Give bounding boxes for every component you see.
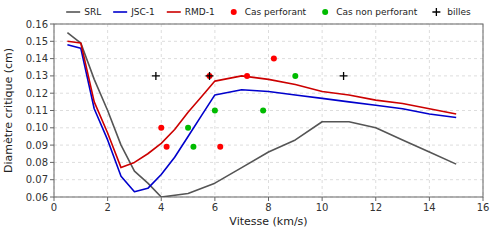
grid-line-x xyxy=(161,24,162,197)
scatter-point xyxy=(340,72,348,80)
y-tick-label: 0.12 xyxy=(26,88,48,99)
grid-line-y xyxy=(54,41,483,42)
y-tick xyxy=(50,75,54,76)
legend-swatch xyxy=(167,11,181,13)
grid-line-y xyxy=(54,58,483,59)
x-tick xyxy=(161,197,162,201)
legend-swatch xyxy=(113,11,127,13)
y-tick xyxy=(50,93,54,94)
legend-swatch xyxy=(322,9,328,15)
scatter-point xyxy=(158,125,164,131)
legend-item: Cas non perforant xyxy=(322,7,418,17)
x-tick-label: 10 xyxy=(316,202,329,213)
y-tick xyxy=(50,24,54,25)
legend-swatch xyxy=(432,8,440,16)
y-tick-label: 0.08 xyxy=(26,157,48,168)
x-tick-label: 6 xyxy=(212,202,218,213)
grid-line-y xyxy=(54,93,483,94)
scatter-point xyxy=(185,125,191,131)
y-tick xyxy=(50,41,54,42)
x-tick-label: 4 xyxy=(158,202,164,213)
series-line xyxy=(67,41,456,167)
legend-label: billes xyxy=(447,7,471,17)
x-tick-label: 2 xyxy=(104,202,110,213)
y-tick-label: 0.13 xyxy=(26,70,48,81)
scatter-point xyxy=(217,144,223,150)
x-tick xyxy=(429,197,430,201)
x-tick xyxy=(375,197,376,201)
y-tick xyxy=(50,127,54,128)
grid-line-y xyxy=(54,75,483,76)
y-tick-label: 0.11 xyxy=(26,105,48,116)
grid-line-x xyxy=(268,24,269,197)
legend-label: JSC-1 xyxy=(130,7,155,17)
scatter-point xyxy=(212,108,218,114)
legend-label: Cas perforant xyxy=(245,7,307,17)
x-tick xyxy=(54,197,55,201)
scatter-point xyxy=(164,144,170,150)
scatter-point xyxy=(271,56,277,62)
x-tick-label: 12 xyxy=(369,202,382,213)
scatter-point xyxy=(260,108,266,114)
legend-item: JSC-1 xyxy=(113,7,155,17)
chart: 0 2 4 6 8 10 12 14 16 0.06 0.07 0.08 0.09 0.10 0.11 0.1… xyxy=(0,0,495,229)
scatter-point xyxy=(207,73,213,79)
grid xyxy=(54,24,483,197)
grid-line-y xyxy=(54,145,483,146)
x-tick xyxy=(483,197,484,201)
legend-label: SRL xyxy=(84,7,101,17)
legend-item: SRL xyxy=(66,7,101,17)
x-tick xyxy=(214,197,215,201)
grid-line-y xyxy=(54,110,483,111)
grid-line-y xyxy=(54,179,483,180)
legend-item: billes xyxy=(432,7,471,17)
legend: SRL JSC-1 RMD-1 Cas perforant Cas non perfor… xyxy=(66,7,471,17)
series-line xyxy=(67,45,456,192)
y-tick-label: 0.15 xyxy=(26,36,48,47)
y-tick xyxy=(50,110,54,111)
x-tick xyxy=(268,197,269,201)
y-tick-label: 0.07 xyxy=(26,174,48,185)
scatter-point xyxy=(206,72,214,80)
y-tick xyxy=(50,58,54,59)
scatter-point xyxy=(292,73,298,79)
y-tick-label: 0.10 xyxy=(26,122,48,133)
legend-swatch xyxy=(231,9,237,15)
axes: 0 2 4 6 8 10 12 14 16 0.06 0.07 0.08 0.09 0.10 0.11 0.1… xyxy=(26,19,490,214)
scatter-point xyxy=(244,73,250,79)
legend-label: Cas non perforant xyxy=(336,7,418,17)
y-tick xyxy=(50,179,54,180)
x-tick-label: 16 xyxy=(477,202,490,213)
grid-line-y xyxy=(54,127,483,128)
legend-swatch xyxy=(66,11,80,13)
grid-line-x xyxy=(322,24,323,197)
x-tick-label: 0 xyxy=(51,202,57,213)
scatter-point xyxy=(190,144,196,150)
legend-item: RMD-1 xyxy=(167,7,215,17)
plot-frame xyxy=(54,24,483,197)
grid-line-x xyxy=(375,24,376,197)
y-tick-label: 0.09 xyxy=(26,140,48,151)
x-tick xyxy=(322,197,323,201)
y-tick-label: 0.14 xyxy=(26,53,48,64)
scatter-point xyxy=(152,72,160,80)
y-tick xyxy=(50,197,54,198)
series-line xyxy=(67,33,456,197)
y-axis-label: Diamètre critique (cm) xyxy=(2,48,15,173)
legend-item: Cas perforant xyxy=(231,7,307,17)
y-tick xyxy=(50,145,54,146)
x-tick-label: 14 xyxy=(423,202,436,213)
y-tick-label: 0.06 xyxy=(26,192,48,203)
y-tick-label: 0.16 xyxy=(26,19,48,30)
x-tick-label: 8 xyxy=(265,202,271,213)
plot-data xyxy=(67,33,456,197)
y-tick xyxy=(50,162,54,163)
x-axis-label: Vitesse (km/s) xyxy=(229,215,307,228)
legend-label: RMD-1 xyxy=(185,7,215,17)
x-tick xyxy=(107,197,108,201)
grid-line-x xyxy=(429,24,430,197)
